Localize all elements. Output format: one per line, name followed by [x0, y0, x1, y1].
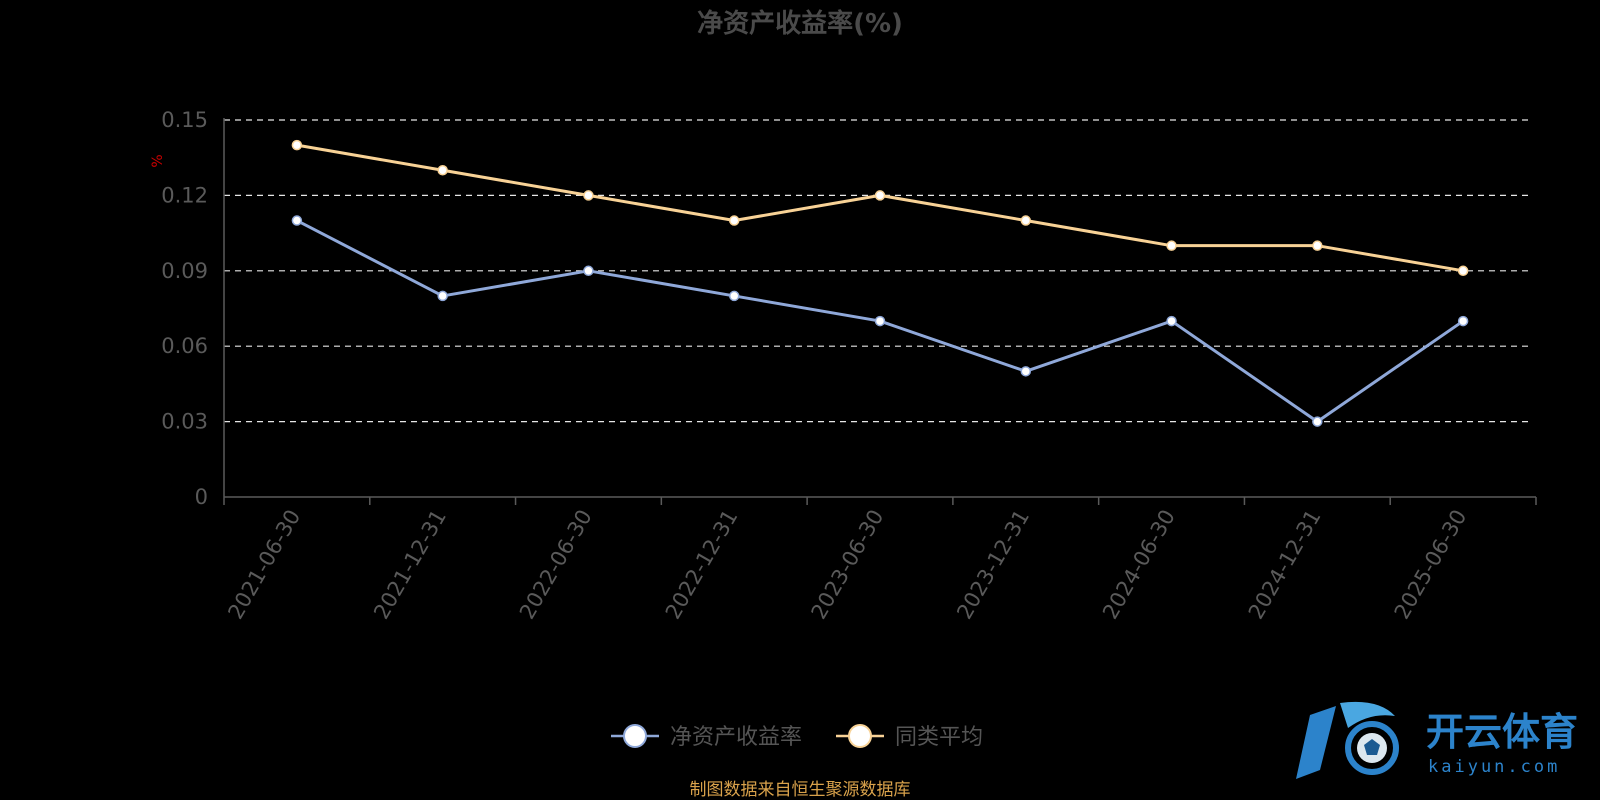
y-tick-label-0: 0 [195, 485, 208, 509]
x-tick-label-1: 2021-12-31 [369, 505, 451, 623]
brand-logo-icon [1296, 701, 1399, 779]
series-0-point-8 [1457, 315, 1469, 327]
series-1-point-7 [1312, 240, 1323, 251]
x-tick-label-4: 2023-06-30 [807, 506, 889, 624]
chart-title: 净资产收益率(%) [697, 8, 903, 39]
series-1-point-1 [437, 165, 448, 176]
brand-watermark: 开云体育 kaiyun.com [1296, 701, 1578, 779]
x-tick-label-7: 2024-12-31 [1244, 506, 1326, 624]
series-1-point-2 [583, 190, 594, 201]
legend-peer-label: 同类平均 [895, 725, 983, 750]
legend-roe-label: 净资产收益率 [670, 725, 802, 750]
x-tick-label-0: 2021-06-30 [223, 506, 305, 624]
legend-item-roe[interactable]: 净资产收益率 [611, 724, 802, 750]
series-1-point-6 [1166, 240, 1177, 251]
axes: 0 0.03 0.06 0.09 0.12 0.15 2021-06-30 2021-12-3… [161, 108, 1537, 624]
legend-peer-marker [848, 724, 872, 748]
series-1-point-4 [874, 190, 886, 201]
series-1-point-0 [291, 139, 303, 151]
legend-item-peer-average[interactable]: 同类平均 [836, 724, 983, 750]
y-tick-label-4: 0.12 [161, 183, 208, 207]
x-tick-label-3: 2022-12-31 [661, 506, 743, 624]
data-source-note: 制图数据来自恒生聚源数据库 [690, 780, 911, 800]
series-line-1 [296, 143, 1464, 273]
legend[interactable]: 净资产收益率 同类平均 [611, 724, 983, 750]
y-tick-label-2: 0.06 [161, 334, 208, 358]
series-0-point-7 [1312, 416, 1323, 427]
x-tick-label-6: 2024-06-30 [1098, 506, 1180, 624]
x-tick-label-8: 2025-06-30 [1390, 506, 1472, 624]
series-0-point-5 [1020, 366, 1032, 377]
y-tick-label-3: 0.09 [161, 259, 208, 283]
x-tick-label-2: 2022-06-30 [515, 506, 597, 624]
series-lines [291, 139, 1469, 427]
series-1-point-3 [728, 215, 740, 226]
x-tick-label-5: 2023-12-31 [952, 506, 1034, 624]
series-1-point-8 [1457, 265, 1469, 277]
series-1-point-5 [1020, 215, 1032, 226]
y-tick-label-5: 0.15 [161, 108, 208, 132]
series-0-point-1 [437, 290, 448, 302]
series-0-point-4 [874, 315, 886, 327]
brand-domain: kaiyun.com [1428, 757, 1560, 777]
series-0-point-0 [291, 215, 303, 226]
brand-name: 开云体育 [1426, 710, 1578, 754]
series-0-point-6 [1166, 315, 1177, 327]
y-axis-unit-label: % [150, 154, 166, 167]
y-tick-label-1: 0.03 [161, 410, 208, 434]
series-0-point-3 [728, 290, 740, 302]
series-0-point-2 [583, 265, 594, 277]
legend-roe-marker [623, 724, 647, 748]
